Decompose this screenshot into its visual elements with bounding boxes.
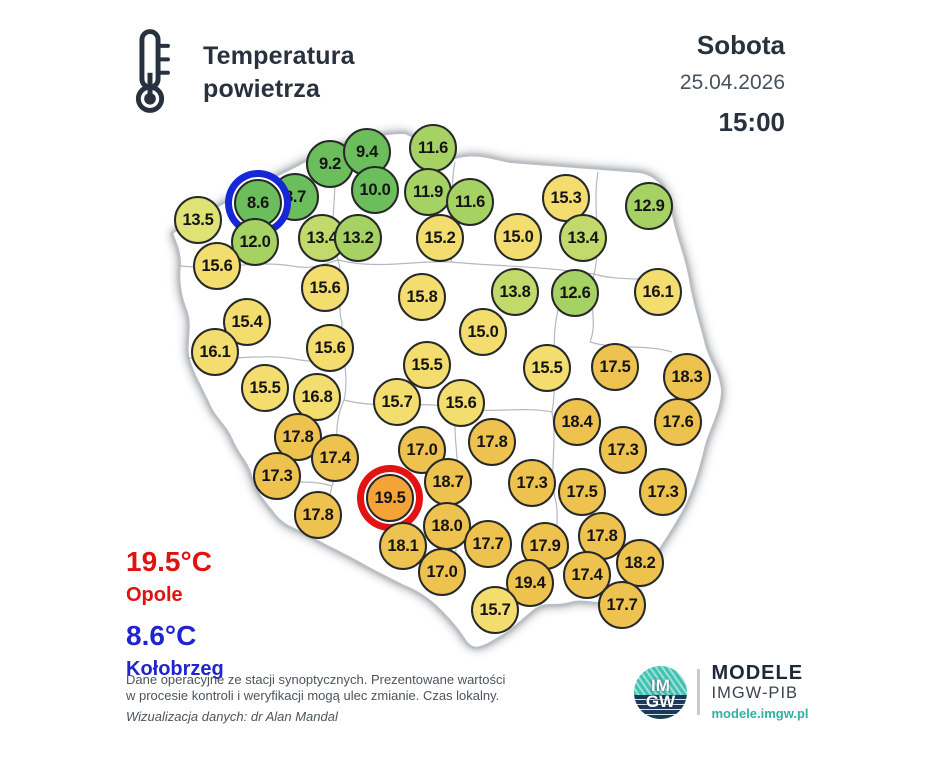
extremes-legend: 19.5°C Opole 8.6°C Kołobrzeg [126, 546, 224, 680]
logo-monogram-top: IM [651, 675, 670, 695]
min-temp-value: 8.6°C [126, 620, 197, 651]
min-temp-city: Kołobrzeg [126, 658, 224, 680]
date-label: 25.04.2026 [679, 71, 785, 94]
page-title: Temperatura powietrza [203, 40, 355, 106]
logo-name: MODELE [711, 661, 804, 684]
max-temp-value: 19.5°C [126, 546, 212, 577]
country-outline [170, 131, 724, 649]
datetime-block: Sobota 25.04.2026 15:00 [525, 30, 785, 137]
title-line-1: Temperatura [203, 42, 355, 70]
time-label: 15:00 [718, 107, 786, 137]
imgw-logo: IM GW MODELE IMGW-PIB modele.imgw.pl [634, 661, 904, 722]
logo-divider [697, 669, 700, 715]
weekday-label: Sobota [696, 30, 785, 60]
title-line-2: powietrza [203, 75, 321, 103]
thermometer-icon [135, 29, 170, 113]
imgw-logo-badge: IM GW [634, 665, 687, 719]
logo-teal-stripes [634, 665, 687, 696]
credit-line: Wizualizacja danych: dr Alan Mandal [126, 709, 338, 724]
logo-org: IMGW-PIB [711, 683, 799, 702]
logo-url: modele.imgw.pl [711, 706, 809, 722]
disclaimer-line-2: w procesie kontroli i weryfikacji mogą u… [126, 687, 500, 703]
disclaimer-line-1: Dane operacyjne ze stacji synoptycznych.… [126, 672, 506, 687]
max-temp-city: Opole [126, 584, 183, 606]
disclaimer: Dane operacyjne ze stacji synoptycznych.… [126, 672, 505, 725]
logo-navy-waves [634, 695, 687, 719]
logo-monogram-bottom: GW [645, 691, 676, 711]
